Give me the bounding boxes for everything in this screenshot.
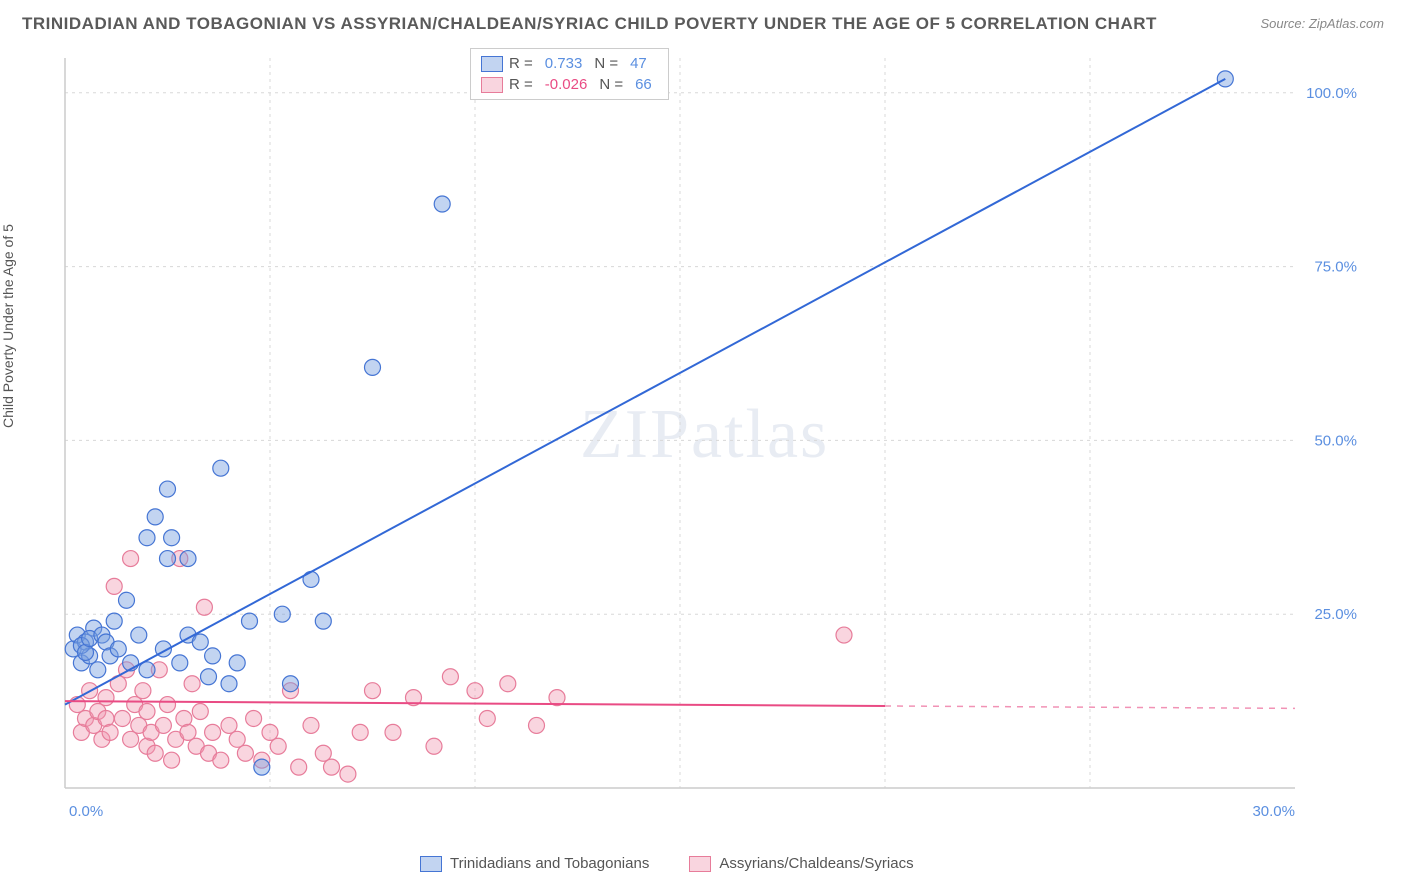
series2-r-value: -0.026 <box>539 76 594 93</box>
series1-n-value: 47 <box>624 55 653 72</box>
series2-n-value: 66 <box>629 76 658 93</box>
swatch-blue <box>481 56 503 72</box>
y-axis-label: Child Poverty Under the Age of 5 <box>0 224 16 428</box>
chart-title: TRINIDADIAN AND TOBAGONIAN VS ASSYRIAN/C… <box>22 14 1157 34</box>
scatter-plot-svg: 25.0% 50.0% 75.0% 100.0% 0.0% 30.0% <box>55 48 1365 828</box>
svg-text:75.0%: 75.0% <box>1314 259 1357 276</box>
n-label: N = <box>594 55 618 72</box>
svg-text:100.0%: 100.0% <box>1306 85 1357 102</box>
legend-label-series1: Trinidadians and Tobagonians <box>450 855 649 872</box>
series1-r-value: 0.733 <box>539 55 589 72</box>
legend-label-series2: Assyrians/Chaldeans/Syriacs <box>719 855 913 872</box>
svg-text:50.0%: 50.0% <box>1314 432 1357 449</box>
source-attribution: Source: ZipAtlas.com <box>1260 16 1384 31</box>
n-label: N = <box>599 76 623 93</box>
swatch-pink <box>481 77 503 93</box>
chart-plot-area: 25.0% 50.0% 75.0% 100.0% 0.0% 30.0% <box>55 48 1365 828</box>
r-label: R = <box>509 76 533 93</box>
legend-item-series2: Assyrians/Chaldeans/Syriacs <box>689 855 913 872</box>
stats-row-series1: R = 0.733 N = 47 <box>481 53 658 74</box>
r-label: R = <box>509 55 533 72</box>
svg-text:25.0%: 25.0% <box>1314 606 1357 623</box>
legend: Trinidadians and Tobagonians Assyrians/C… <box>420 855 914 872</box>
legend-item-series1: Trinidadians and Tobagonians <box>420 855 649 872</box>
svg-text:30.0%: 30.0% <box>1252 803 1295 820</box>
svg-text:0.0%: 0.0% <box>69 803 103 820</box>
swatch-blue <box>420 856 442 872</box>
stats-row-series2: R = -0.026 N = 66 <box>481 74 658 95</box>
swatch-pink <box>689 856 711 872</box>
correlation-stats-box: R = 0.733 N = 47 R = -0.026 N = 66 <box>470 48 669 100</box>
